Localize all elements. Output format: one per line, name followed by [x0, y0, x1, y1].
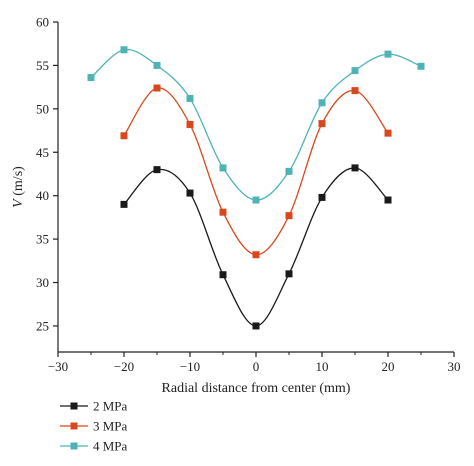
data-point-2-mpa — [384, 196, 392, 204]
y-tick-label: 35 — [36, 232, 49, 247]
data-point-4-mpa — [87, 74, 95, 82]
series-line-3-mpa — [123, 87, 389, 256]
data-point-2-mpa — [252, 322, 260, 330]
x-tick-label: −30 — [48, 359, 68, 374]
y-axis-title-unit: (m/s) — [11, 166, 26, 199]
x-axis: −30 −20 −10 0 10 20 30 — [48, 351, 461, 374]
series-layer — [87, 46, 425, 330]
data-point-4-mpa — [285, 167, 293, 175]
legend-item-3-mpa: 3 MPa — [60, 419, 128, 434]
series-2-mpa — [120, 164, 392, 330]
x-tick-label: −10 — [180, 359, 200, 374]
data-point-2-mpa — [318, 193, 326, 201]
legend-label-4-mpa: 4 MPa — [93, 439, 128, 454]
y-tick-label: 45 — [36, 145, 49, 160]
data-point-4-mpa — [252, 196, 260, 204]
data-point-4-mpa — [417, 62, 425, 70]
y-axis-title: V (m/s) — [11, 166, 26, 208]
data-point-2-mpa — [186, 189, 194, 197]
x-axis-title: Radial distance from center (mm) — [162, 381, 351, 396]
data-point-3-mpa — [252, 251, 260, 259]
data-point-4-mpa — [153, 61, 161, 69]
data-point-2-mpa — [351, 164, 359, 172]
data-point-3-mpa — [285, 212, 293, 220]
legend-item-2-mpa: 2 MPa — [60, 399, 128, 414]
data-point-2-mpa — [120, 200, 128, 208]
x-tick-label: 20 — [382, 359, 395, 374]
data-point-3-mpa — [351, 87, 359, 95]
data-point-4-mpa — [120, 46, 128, 54]
legend: 2 MPa 3 MPa 4 MPa — [60, 399, 128, 454]
y-tick-label: 30 — [36, 275, 49, 290]
y-tick-label: 60 — [36, 15, 49, 30]
data-point-2-mpa — [153, 166, 161, 174]
data-point-4-mpa — [219, 164, 227, 172]
data-point-3-mpa — [384, 129, 392, 137]
legend-marker-2-mpa — [70, 402, 78, 410]
y-axis: 25 30 35 40 45 50 55 60 — [36, 15, 59, 352]
data-point-3-mpa — [120, 132, 128, 140]
data-point-3-mpa — [318, 120, 326, 128]
x-tick-label: 0 — [253, 359, 260, 374]
y-tick-label: 55 — [36, 58, 49, 73]
legend-marker-4-mpa — [70, 442, 78, 450]
y-tick-label: 50 — [36, 101, 49, 116]
legend-label-2-mpa: 2 MPa — [93, 399, 128, 414]
data-point-3-mpa — [153, 84, 161, 92]
series-3-mpa — [120, 84, 392, 259]
legend-item-4-mpa: 4 MPa — [60, 439, 128, 454]
series-line-2-mpa — [123, 167, 389, 327]
series-4-mpa — [87, 46, 425, 204]
legend-label-3-mpa: 3 MPa — [93, 419, 128, 434]
series-line-4-mpa — [90, 48, 422, 201]
y-tick-label: 25 — [36, 318, 49, 333]
data-point-2-mpa — [219, 271, 227, 279]
data-point-2-mpa — [285, 270, 293, 278]
x-tick-label: 30 — [448, 359, 461, 374]
y-axis-title-variable: V — [11, 198, 26, 208]
data-point-4-mpa — [384, 50, 392, 58]
data-point-4-mpa — [186, 94, 194, 102]
data-point-4-mpa — [318, 99, 326, 107]
x-tick-label: 10 — [316, 359, 329, 374]
legend-marker-3-mpa — [70, 422, 78, 430]
x-tick-label: −20 — [114, 359, 134, 374]
data-point-3-mpa — [186, 120, 194, 128]
data-point-4-mpa — [351, 67, 359, 75]
data-point-3-mpa — [219, 208, 227, 216]
y-tick-label: 40 — [36, 188, 49, 203]
